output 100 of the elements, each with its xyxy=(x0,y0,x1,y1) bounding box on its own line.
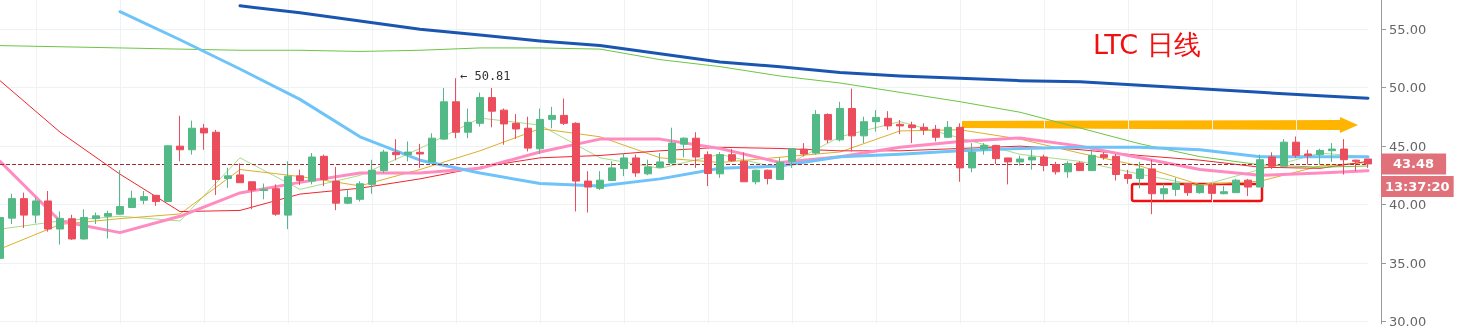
text: 13:37:20 xyxy=(1385,178,1450,194)
candlestick xyxy=(752,169,760,185)
candlestick xyxy=(32,197,40,224)
candlestick xyxy=(788,148,796,169)
candlestick xyxy=(248,181,256,210)
candlestick xyxy=(104,210,112,239)
candlestick xyxy=(812,109,820,156)
annotation: ← 50.81 xyxy=(460,69,511,84)
candlestick xyxy=(140,190,148,205)
candlestick xyxy=(680,136,688,158)
candlestick xyxy=(908,121,916,144)
candlestick xyxy=(1172,177,1180,197)
candlestick xyxy=(848,88,856,152)
candlestick xyxy=(260,183,268,200)
candlestick xyxy=(860,116,868,144)
candlestick xyxy=(728,148,736,163)
candlestick xyxy=(560,98,568,126)
candlestick xyxy=(284,160,292,230)
candlestick xyxy=(200,123,208,151)
candlestick xyxy=(356,180,364,203)
candlestick xyxy=(620,152,628,177)
y-tick-label: 55.00 xyxy=(1389,21,1427,37)
candlestick xyxy=(176,115,184,162)
candlestick xyxy=(524,116,532,152)
candlestick xyxy=(980,142,988,156)
candlestick xyxy=(956,122,964,183)
candlestick xyxy=(296,169,304,186)
candlestick xyxy=(1088,149,1096,172)
candlestick xyxy=(740,151,748,183)
candlestick xyxy=(452,77,460,139)
candlestick xyxy=(716,151,724,179)
candlestick xyxy=(152,194,160,207)
candlestick xyxy=(56,210,64,246)
candlestick xyxy=(128,190,136,209)
candlestick xyxy=(1328,142,1336,163)
candlestick xyxy=(668,127,676,165)
candlestick xyxy=(692,131,700,169)
candlestick xyxy=(1244,178,1252,197)
candlestick xyxy=(1280,138,1288,167)
candlestick xyxy=(1148,159,1156,215)
y-tick-label: 30.00 xyxy=(1389,314,1427,328)
candlestick xyxy=(836,101,844,142)
candlestick xyxy=(824,112,832,144)
candlestick xyxy=(1316,148,1324,166)
candlestick xyxy=(1268,151,1276,170)
candlestick xyxy=(992,144,1000,165)
y-tick-label: 50.00 xyxy=(1389,80,1427,96)
candlestick xyxy=(536,107,544,155)
candlestick xyxy=(428,132,436,163)
candlestick xyxy=(1016,155,1024,167)
candlestick xyxy=(800,142,808,157)
candlestick xyxy=(512,113,520,140)
candlestick xyxy=(20,192,28,229)
y-tick-label: 35.00 xyxy=(1389,255,1427,271)
candlestick xyxy=(1364,158,1372,169)
candlestick xyxy=(272,183,280,217)
candlestick xyxy=(1208,184,1216,202)
candlestick xyxy=(392,138,400,161)
candlestick xyxy=(884,110,892,131)
candlestick xyxy=(1220,185,1228,195)
candlestick xyxy=(1052,161,1060,176)
candlestick xyxy=(344,188,352,205)
candlestick xyxy=(872,109,880,133)
line-series xyxy=(118,10,1370,188)
candlestick xyxy=(1004,157,1012,185)
candlestick xyxy=(968,142,976,173)
candlestick xyxy=(1184,182,1192,197)
candlestick xyxy=(1112,153,1120,182)
candlestick xyxy=(1028,149,1036,171)
candlestick xyxy=(596,170,604,191)
candlestick xyxy=(548,106,556,129)
candlestick xyxy=(404,140,412,162)
candlestick xyxy=(92,212,100,225)
candlestick xyxy=(1256,154,1264,188)
candlestick xyxy=(1292,136,1300,159)
candlestick xyxy=(1340,138,1348,176)
candlestick xyxy=(1124,169,1132,185)
candlestick xyxy=(584,170,592,214)
candlestick xyxy=(332,166,340,211)
candlestick xyxy=(776,156,784,180)
candlestick xyxy=(68,214,76,241)
candlestick xyxy=(656,152,664,169)
candlestick xyxy=(1100,151,1108,161)
candlestick xyxy=(164,144,172,203)
candlestick xyxy=(932,124,940,142)
candlestick xyxy=(488,87,496,128)
y-tick-label: 40.00 xyxy=(1389,197,1427,213)
candlestick xyxy=(44,190,52,233)
candlestick xyxy=(1076,160,1084,172)
candlestick xyxy=(116,169,124,216)
candlestick xyxy=(224,167,232,189)
candlestick xyxy=(1304,149,1312,166)
candlestick xyxy=(308,152,316,185)
candlestick xyxy=(236,162,244,184)
candlestick xyxy=(920,122,928,136)
candlestick xyxy=(1064,160,1072,179)
candlestick xyxy=(1196,183,1204,195)
candlestick xyxy=(944,120,952,139)
candlestick xyxy=(320,154,328,187)
candlestick xyxy=(1160,183,1168,201)
